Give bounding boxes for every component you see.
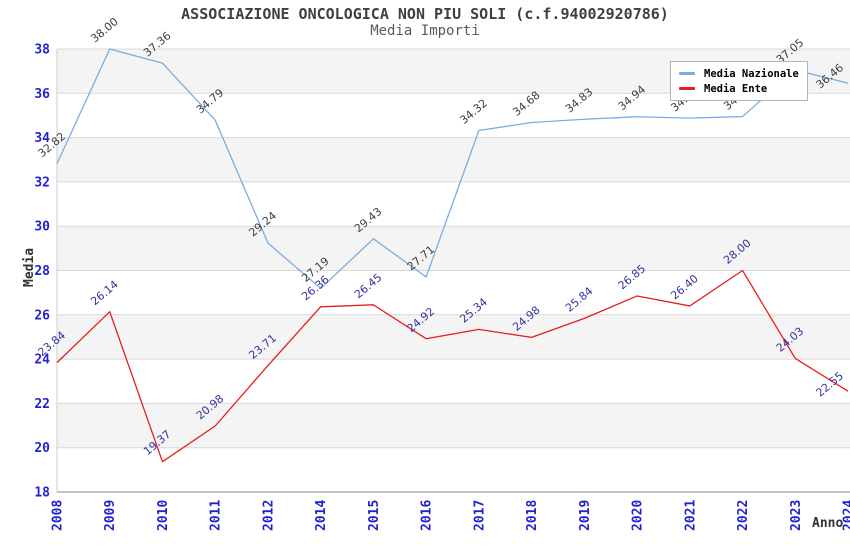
x-tick-label: 2008 (51, 500, 66, 531)
data-label: 34.32 (457, 97, 489, 127)
y-tick-label: 38 (34, 43, 50, 58)
legend-label-nazionale: Media Nazionale (704, 67, 799, 80)
x-tick-label: 2020 (631, 500, 646, 531)
plot-band (57, 137, 850, 182)
y-tick-label: 24 (34, 353, 50, 368)
legend-swatch-ente-icon (679, 87, 695, 90)
y-tick-label: 34 (34, 131, 50, 146)
x-tick-label: 2009 (103, 500, 118, 531)
y-tick-label: 20 (34, 441, 50, 456)
legend-item-media-nazionale: Media Nazionale (679, 68, 799, 80)
y-tick-label: 18 (34, 486, 50, 501)
y-tick-label: 30 (34, 220, 50, 235)
x-tick-label: 2011 (209, 500, 224, 531)
data-label: 22.55 (814, 369, 846, 399)
legend-label-ente: Media Ente (704, 82, 768, 95)
x-tick-label: 2024 (842, 500, 850, 531)
x-tick-label: 2014 (314, 500, 329, 531)
y-tick-label: 32 (34, 175, 50, 190)
data-label: 25.84 (563, 284, 595, 314)
x-axis-title: Anno (812, 516, 843, 531)
series-line-ente (56, 269, 849, 463)
data-label: 26.40 (668, 272, 700, 302)
y-tick-label: 26 (34, 308, 50, 323)
x-tick-label: 2010 (156, 500, 171, 531)
data-label: 26.14 (88, 278, 120, 308)
chart-subtitle: Media Importi (370, 23, 480, 39)
x-tick-label: 2022 (736, 500, 751, 531)
legend: Media Nazionale Media Ente (670, 61, 808, 101)
x-tick-label: 2018 (525, 500, 540, 531)
plot-band (57, 314, 850, 360)
legend-swatch-nazionale-icon (679, 72, 695, 75)
x-tick-label: 2015 (367, 500, 382, 531)
legend-item-media-ente: Media Ente (679, 83, 799, 95)
y-tick-label: 36 (34, 87, 50, 102)
plot-band (57, 403, 850, 448)
data-label: 26.45 (352, 271, 384, 301)
x-tick-label: 2012 (261, 500, 276, 531)
plot-band (57, 226, 850, 271)
x-tick-label: 2023 (789, 500, 804, 531)
y-axis-title: Media (22, 248, 37, 287)
x-tick-label: 2021 (683, 500, 698, 531)
x-tick-label: 2016 (420, 500, 435, 531)
series-line-nazionale (56, 48, 849, 290)
y-tick-label: 22 (34, 397, 50, 412)
data-label: 38.00 (88, 15, 120, 45)
x-tick-label: 2019 (578, 500, 593, 531)
chart-title: ASSOCIAZIONE ONCOLOGICA NON PIU SOLI (c.… (181, 5, 669, 23)
y-tick-label: 28 (34, 264, 50, 279)
x-tick-label: 2017 (472, 500, 487, 531)
